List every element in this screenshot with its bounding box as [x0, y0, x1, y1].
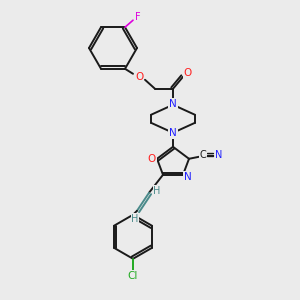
Text: O: O [148, 154, 156, 164]
Text: N: N [169, 99, 177, 109]
Text: N: N [215, 150, 223, 160]
Text: O: O [184, 68, 192, 78]
Text: H: H [131, 214, 139, 224]
Text: C: C [200, 150, 206, 160]
Text: F: F [135, 12, 141, 22]
Text: N: N [169, 128, 177, 138]
Text: N: N [184, 172, 192, 182]
Text: H: H [153, 186, 161, 196]
Text: Cl: Cl [128, 271, 138, 281]
Text: O: O [135, 72, 143, 82]
